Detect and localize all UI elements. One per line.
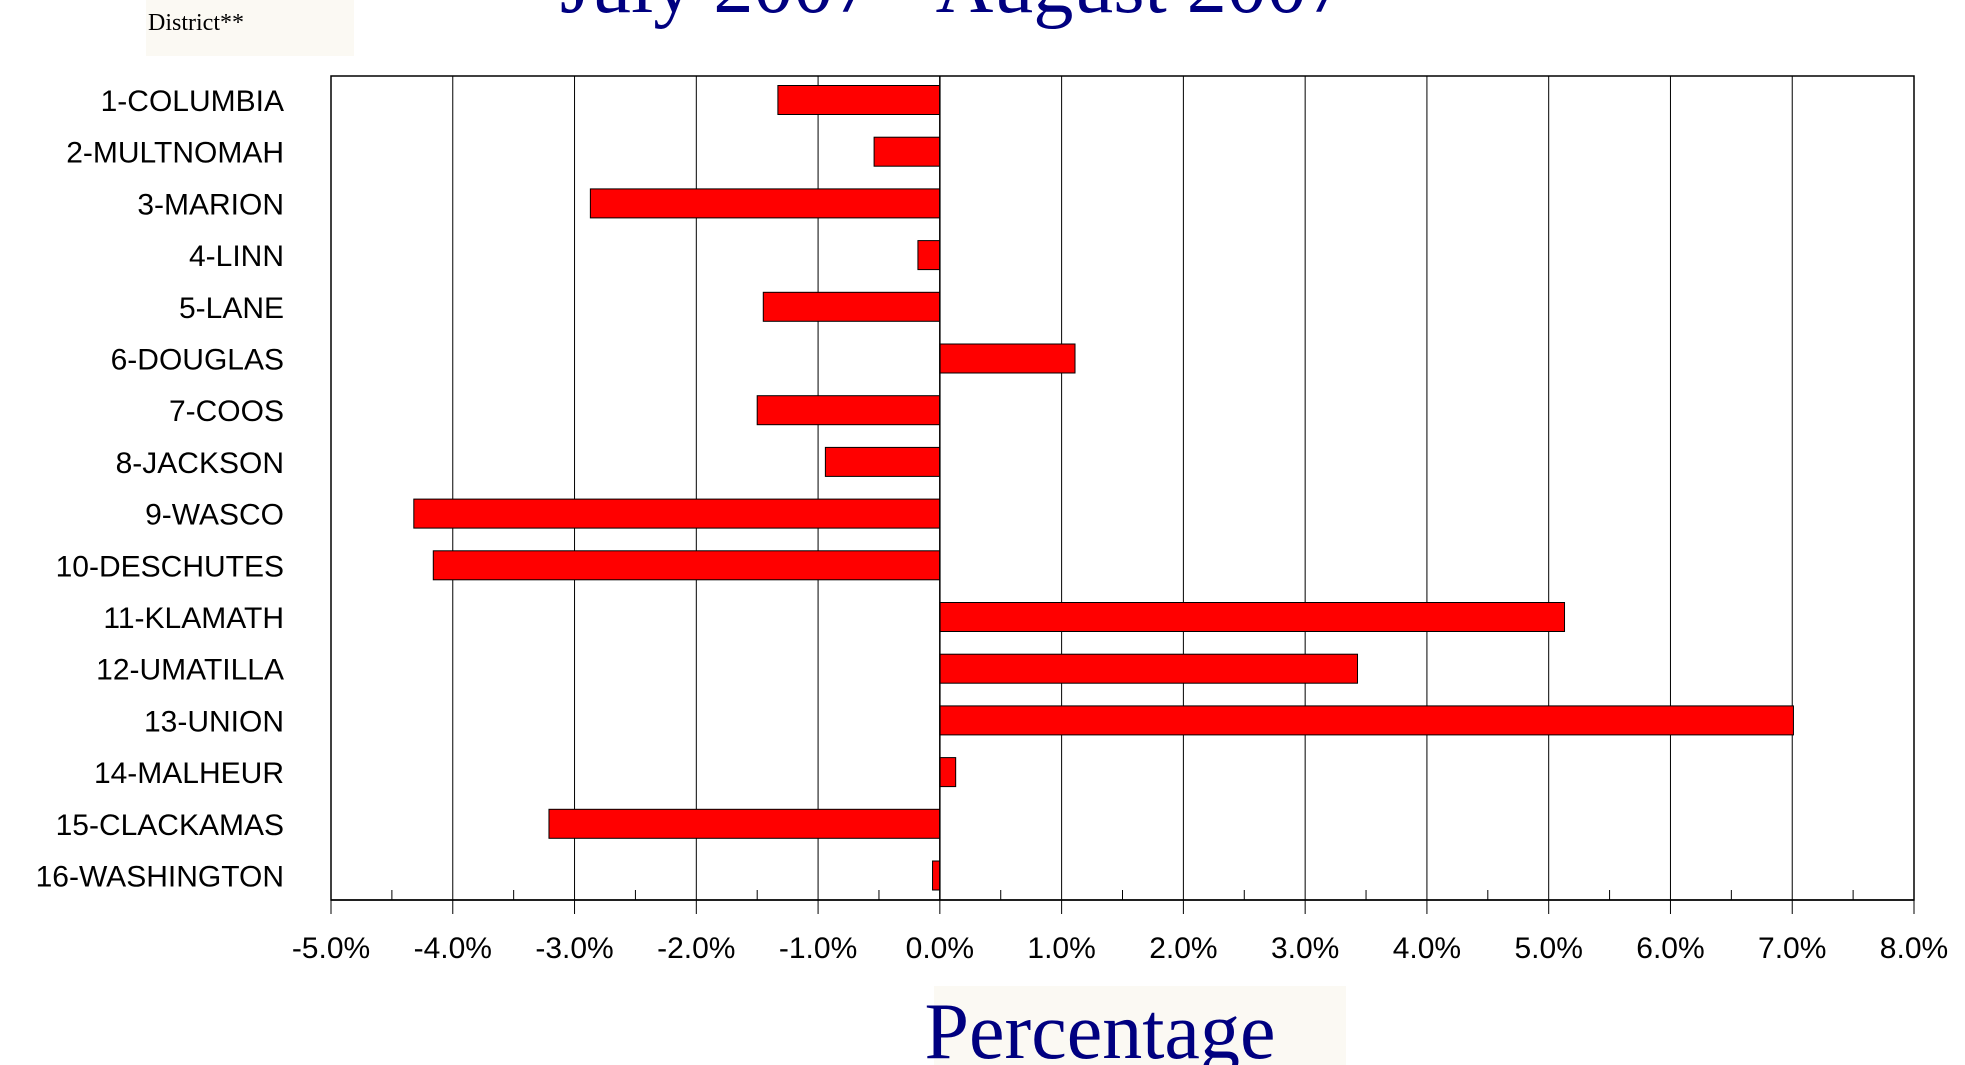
bars	[413, 76, 1794, 900]
category-label: 8-JACKSON	[116, 447, 284, 480]
category-label: 7-COOS	[169, 395, 284, 428]
bar	[756, 395, 941, 426]
category-label: 6-DOUGLAS	[111, 344, 284, 377]
x-tick-label: 6.0%	[1636, 932, 1704, 965]
category-label: 9-WASCO	[145, 499, 284, 532]
bar	[548, 808, 941, 839]
x-tick-label: 5.0%	[1514, 932, 1582, 965]
district-label: District**	[148, 10, 244, 36]
category-label: 12-UMATILLA	[96, 654, 284, 687]
x-tick-label: -3.0%	[535, 932, 613, 965]
bar	[413, 498, 941, 529]
bar	[939, 705, 1794, 736]
bar	[824, 446, 941, 477]
x-tick-label: 1.0%	[1027, 932, 1095, 965]
bar	[939, 653, 1359, 684]
category-label: 11-KLAMATH	[103, 602, 284, 635]
bar	[762, 291, 941, 322]
x-tick-label: 7.0%	[1758, 932, 1826, 965]
bar	[932, 860, 941, 891]
category-label: 15-CLACKAMAS	[56, 809, 284, 842]
x-axis-title-box	[934, 986, 1346, 1065]
x-axis-title: Percentage	[925, 988, 1276, 1065]
category-label: 16-WASHINGTON	[36, 861, 284, 894]
x-axis	[330, 890, 1915, 914]
x-tick-label: 0.0%	[906, 932, 974, 965]
category-label: 4-LINN	[189, 240, 284, 273]
bar	[939, 602, 1566, 632]
x-tick-label: 4.0%	[1393, 932, 1461, 965]
category-label: 3-MARION	[137, 188, 284, 221]
category-label: 5-LANE	[179, 292, 284, 325]
bar	[939, 343, 1076, 374]
bar	[777, 85, 941, 115]
bar	[939, 757, 957, 788]
district-label-box	[146, 0, 354, 56]
category-label: 14-MALHEUR	[94, 757, 284, 790]
chart-title: July 2007 - August 2007	[560, 0, 1347, 30]
category-label: 1-COLUMBIA	[101, 85, 284, 118]
x-tick-label: -1.0%	[779, 932, 857, 965]
category-label: 2-MULTNOMAH	[66, 137, 284, 170]
x-tick-label: 3.0%	[1271, 932, 1339, 965]
x-tick-label: -2.0%	[657, 932, 735, 965]
x-tick-label: 2.0%	[1149, 932, 1217, 965]
category-label: 13-UNION	[144, 705, 284, 738]
bar	[917, 240, 941, 271]
bar	[589, 188, 941, 219]
x-tick-label: -4.0%	[414, 932, 492, 965]
category-labels: 1-COLUMBIA 2-MULTNOMAH 3-MARION 4-LINN 5-LAN…	[36, 85, 284, 894]
x-tick-labels: -5.0% -4.0% -3.0% -2.0% -1.0% 0.0% 1.0% 2.0% 3.0…	[292, 932, 1948, 965]
x-tick-label: 8.0%	[1880, 932, 1948, 965]
plot-area	[330, 75, 1915, 901]
x-tick-label: -5.0%	[292, 932, 370, 965]
bar	[873, 136, 941, 167]
category-label: 10-DESCHUTES	[56, 550, 284, 583]
bar	[432, 550, 941, 581]
